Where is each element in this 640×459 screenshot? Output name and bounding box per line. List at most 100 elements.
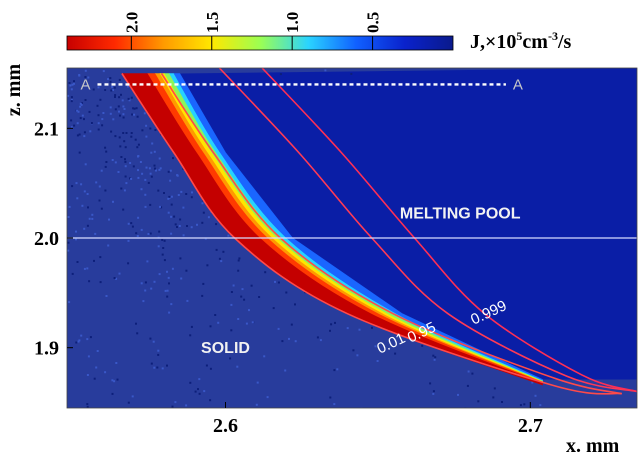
speckle-dot: [145, 166, 148, 169]
speckle-dot: [150, 287, 153, 290]
speckle-dot: [255, 403, 258, 406]
speckle-dot: [197, 388, 199, 391]
speckle-dot: [124, 175, 127, 178]
speckle-dot: [170, 195, 173, 198]
speckle-dot: [104, 89, 107, 91]
contour-line: [121, 73, 622, 395]
speckle-dot: [102, 70, 105, 73]
speckle-dot: [87, 76, 90, 79]
speckle-dot: [109, 77, 112, 80]
speckle-dot: [248, 309, 250, 312]
speckle-dot: [124, 160, 127, 163]
speckle-dot: [154, 167, 156, 170]
speckle-dot: [167, 170, 170, 173]
speckle-dot: [73, 80, 75, 83]
speckle-dot: [394, 352, 397, 355]
speckle-dot: [79, 117, 82, 120]
speckle-dot: [127, 401, 130, 404]
speckle-dot: [232, 284, 235, 287]
speckle-dot: [238, 257, 241, 260]
speckle-dot: [421, 344, 424, 347]
speckle-dot: [149, 232, 152, 235]
speckle-dot: [272, 307, 275, 310]
speckle-dot: [149, 203, 152, 206]
speckle-dot: [78, 74, 81, 76]
speckle-dot: [501, 401, 503, 403]
speckle-dot: [180, 277, 183, 280]
speckle-dot: [173, 215, 176, 218]
speckle-dot: [83, 131, 86, 134]
speckle-dot: [131, 113, 134, 116]
band-layer: [159, 73, 543, 382]
speckle-dot: [77, 110, 80, 113]
speckle-dot: [250, 284, 253, 287]
speckle-dot: [191, 191, 193, 194]
speckle-dot: [92, 88, 95, 91]
speckle-dot: [113, 86, 116, 89]
speckle-dot: [237, 318, 240, 320]
speckle-dot: [104, 371, 107, 374]
colorbar-label-suffix: /s: [557, 31, 572, 53]
speckle-dot: [105, 161, 108, 163]
speckle-dot: [174, 401, 177, 404]
speckle-dot: [201, 221, 204, 224]
speckle-dot: [201, 202, 204, 205]
speckle-dot: [117, 105, 120, 108]
speckle-dot: [80, 334, 83, 337]
x-tick-label: 2.7: [518, 415, 543, 437]
speckle-dot: [75, 238, 77, 241]
speckle-dot: [70, 99, 73, 101]
speckle-dot: [76, 261, 79, 263]
speckle-dot: [84, 163, 87, 166]
speckle-dot: [130, 135, 133, 138]
speckle-dot: [149, 127, 152, 130]
speckle-dot: [170, 203, 173, 206]
contour-line: [261, 68, 637, 393]
speckle-dot: [121, 99, 124, 102]
speckle-dot: [127, 222, 130, 225]
speckle-dot: [118, 96, 121, 99]
speckle-dot: [215, 223, 218, 226]
speckle-dot: [86, 267, 89, 270]
speckle-dot: [145, 135, 148, 138]
speckle-dot: [149, 337, 152, 340]
speckle-dot: [230, 291, 233, 293]
speckle-dot: [158, 168, 161, 171]
speckle-dot: [266, 396, 269, 399]
speckle-dot: [122, 113, 125, 116]
speckle-dot: [99, 98, 102, 101]
speckle-dot: [108, 218, 110, 221]
speckle-dot: [237, 259, 240, 262]
speckle-dot: [281, 340, 284, 343]
speckle-dot: [132, 107, 135, 110]
speckle-dot: [67, 249, 70, 252]
speckle-dot: [127, 262, 130, 265]
speckle-dot: [204, 237, 207, 240]
speckle-dot: [144, 289, 147, 292]
speckle-dot: [178, 225, 181, 227]
colorbar-label-prefix: J,×10: [470, 31, 516, 53]
speckle-dot: [144, 193, 147, 196]
speckle-dot: [95, 366, 98, 369]
speckle-dot: [534, 394, 537, 397]
speckle-dot: [230, 303, 233, 306]
speckle-dot: [186, 225, 188, 227]
speckle-dot: [97, 114, 100, 117]
speckle-dot: [113, 380, 116, 383]
speckle-dot: [111, 392, 114, 395]
speckle-dot: [172, 157, 174, 160]
speckle-dot: [86, 224, 89, 227]
speckle-dot: [150, 175, 153, 178]
speckle-dot: [100, 83, 103, 86]
speckle-dot: [169, 169, 172, 172]
speckle-dot: [163, 239, 166, 242]
speckle-dot: [80, 183, 83, 186]
speckle-dot: [73, 82, 75, 85]
speckle-dot: [294, 340, 297, 343]
nucleation-band: [121, 73, 543, 386]
speckle-dot: [329, 329, 331, 332]
speckle-dot: [88, 280, 91, 283]
speckle-dot: [207, 216, 210, 219]
speckle-dot: [243, 298, 246, 301]
speckle-dot: [67, 216, 70, 218]
